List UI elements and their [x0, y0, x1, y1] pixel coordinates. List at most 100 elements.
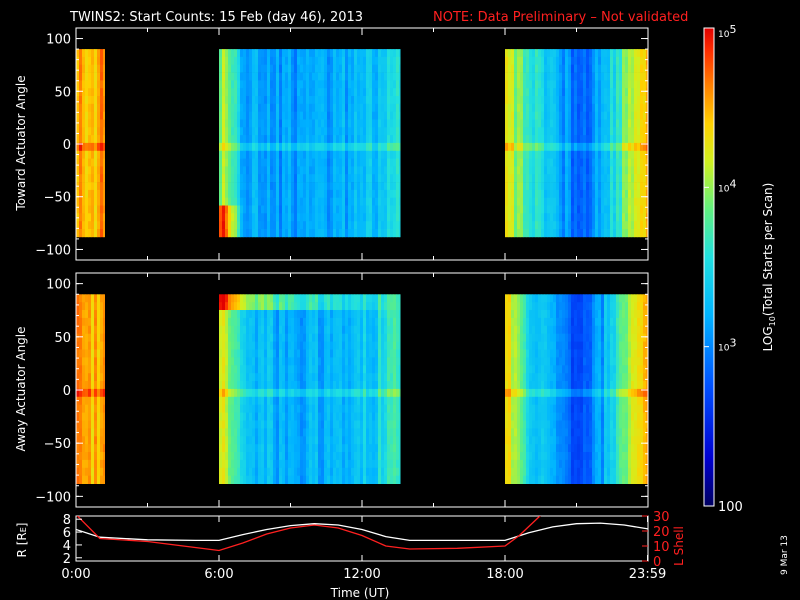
heatmap-cell — [85, 197, 89, 206]
heatmap-cell — [586, 182, 590, 191]
heatmap-cell — [592, 197, 596, 206]
heatmap-cell — [360, 72, 364, 81]
heatmap-cell — [348, 88, 352, 97]
coverage-block — [219, 49, 401, 238]
heatmap-cell — [234, 333, 238, 342]
heatmap-cell — [339, 444, 343, 453]
heatmap-cell — [279, 205, 283, 214]
heatmap-cell — [390, 166, 394, 175]
heatmap-cell — [303, 189, 307, 199]
heatmap-cell — [279, 349, 283, 358]
heatmap-cell — [282, 229, 286, 238]
heatmap-cell — [234, 436, 238, 445]
heatmap-cell — [342, 72, 346, 81]
heatmap-cell — [279, 381, 283, 390]
heatmap-cell — [225, 166, 229, 175]
heatmap-cell — [82, 349, 86, 358]
heatmap-cell — [315, 357, 319, 366]
heatmap-cell — [372, 88, 376, 97]
heatmap-cell — [619, 174, 623, 183]
heatmap-cell — [228, 111, 232, 120]
heatmap-cell — [240, 341, 244, 350]
heatmap-cell — [366, 56, 370, 66]
heatmap-cell — [285, 412, 289, 421]
heatmap-cell — [526, 357, 530, 366]
heatmap-cell — [285, 111, 289, 120]
heatmap-cell — [393, 310, 397, 319]
heatmap-cell — [529, 174, 533, 183]
heatmap-cell — [258, 174, 262, 183]
heatmap-cell — [646, 174, 649, 183]
heatmap-cell — [342, 166, 346, 175]
heatmap-cell — [384, 80, 388, 89]
heatmap-cell — [261, 428, 265, 437]
heatmap-cell — [550, 229, 554, 238]
heatmap-cell — [321, 135, 325, 144]
heatmap-cell — [76, 373, 80, 382]
heatmap-cell — [396, 444, 400, 453]
heatmap-cell — [103, 436, 105, 445]
heatmap-cell — [529, 349, 533, 358]
heatmap-cell — [88, 150, 92, 159]
heatmap-cell — [393, 341, 397, 350]
heatmap-cell — [625, 158, 629, 167]
heatmap-cell — [297, 357, 301, 366]
heatmap-cell — [598, 119, 602, 128]
heatmap-cell — [583, 119, 587, 128]
heatmap-cell — [222, 428, 226, 437]
heatmap-cell — [514, 467, 518, 477]
heatmap-cell — [97, 412, 101, 421]
heatmap-cell — [79, 310, 83, 319]
heatmap-cell — [517, 182, 521, 191]
heatmap-cell — [396, 475, 400, 484]
heatmap-cell — [375, 213, 379, 222]
heatmap-cell — [625, 64, 629, 73]
heatmap-cell — [297, 467, 301, 477]
heatmap-cell — [231, 205, 235, 214]
heatmap-cell — [345, 302, 349, 311]
heatmap-cell — [85, 475, 89, 484]
heatmap-cell — [526, 142, 530, 152]
heatmap-cell — [372, 428, 376, 437]
heatmap-cell — [529, 404, 533, 413]
heatmap-cell — [267, 294, 271, 303]
heatmap-cell — [517, 72, 521, 81]
heatmap-cell — [324, 135, 328, 144]
heatmap-cell — [255, 420, 259, 429]
heatmap-cell — [339, 404, 343, 413]
heatmap-cell — [514, 127, 518, 136]
heatmap-cell — [538, 459, 542, 469]
heatmap-cell — [300, 88, 304, 97]
heatmap-cell — [261, 420, 265, 429]
heatmap-cell — [276, 205, 280, 214]
heatmap-cell — [508, 404, 512, 413]
heatmap-cell — [553, 135, 557, 144]
heatmap-cell — [243, 381, 247, 390]
heatmap-cell — [85, 459, 89, 469]
heatmap-cell — [261, 150, 265, 159]
heatmap-cell — [535, 119, 539, 128]
heatmap-cell — [282, 357, 286, 366]
heatmap-cell — [631, 158, 635, 167]
heatmap-cell — [625, 103, 629, 112]
heatmap-cell — [387, 119, 391, 128]
heatmap-cell — [375, 349, 379, 358]
heatmap-cell — [321, 127, 325, 136]
heatmap-cell — [556, 182, 560, 191]
heatmap-cell — [243, 459, 247, 469]
heatmap-cell — [378, 373, 382, 382]
heatmap-cell — [360, 396, 364, 406]
heatmap-cell — [529, 56, 533, 66]
heatmap-cell — [291, 88, 295, 97]
heatmap-cell — [360, 119, 364, 128]
heatmap-cell — [354, 452, 358, 461]
heatmap-cell — [100, 388, 104, 398]
heatmap-cell — [619, 56, 623, 66]
heatmap-cell — [384, 302, 388, 311]
heatmap-cell — [243, 365, 247, 374]
heatmap-cell — [219, 72, 223, 81]
heatmap-cell — [357, 310, 361, 319]
heatmap-cell — [568, 119, 572, 128]
heatmap-cell — [396, 189, 400, 199]
heatmap-cell — [94, 80, 98, 89]
